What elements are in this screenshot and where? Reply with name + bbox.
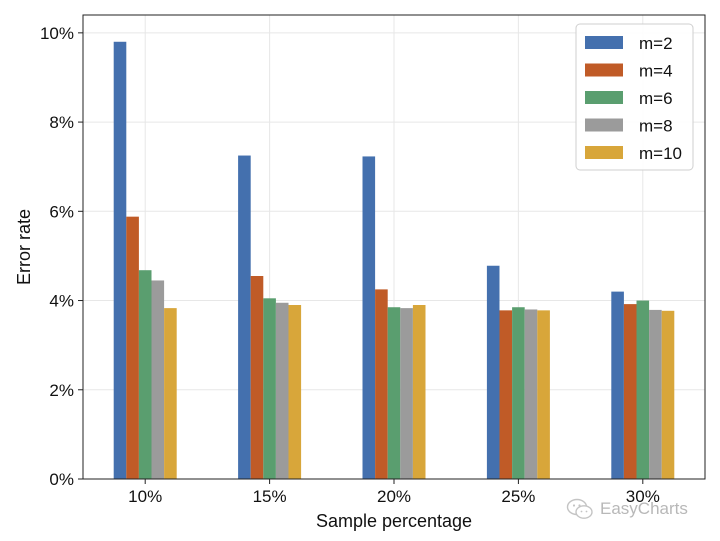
legend-box <box>575 23 694 171</box>
y-tick-label: 4% <box>49 292 74 311</box>
bar <box>512 307 525 479</box>
x-tick-label: 20% <box>377 487 411 506</box>
legend-swatch <box>585 63 623 77</box>
legend-entry: m=6 <box>639 89 673 108</box>
y-axis-title: Error rate <box>14 209 34 285</box>
y-tick-label: 2% <box>49 381 74 400</box>
bar <box>164 308 177 479</box>
bar <box>661 310 675 479</box>
legend-entry: m=10 <box>639 144 682 163</box>
bar <box>649 309 662 479</box>
bar <box>375 289 388 479</box>
bar <box>400 308 413 479</box>
bar <box>499 310 513 479</box>
y-tick-label: 6% <box>49 202 74 221</box>
y-tick-label: 8% <box>49 113 74 132</box>
bar <box>151 280 165 479</box>
bar <box>238 155 251 480</box>
bar <box>250 276 264 479</box>
bar <box>288 305 302 479</box>
bar <box>611 291 624 479</box>
legend-swatch <box>585 118 623 132</box>
wechat-icon <box>566 498 593 519</box>
legend-entry: m=2 <box>639 34 673 53</box>
bar <box>263 298 276 479</box>
x-axis: 10% 15% 20% 25% 30% <box>128 479 660 506</box>
y-tick-label: 0% <box>49 470 74 489</box>
bar <box>486 265 500 479</box>
bar <box>275 302 289 479</box>
bar <box>412 305 426 479</box>
legend-swatch <box>585 36 623 49</box>
x-tick-label: 25% <box>501 487 535 506</box>
watermark-text: EasyCharts <box>600 499 688 518</box>
bar <box>524 309 538 479</box>
bar <box>138 270 152 479</box>
legend: m=2 m=4 m=6 m=8 m=10 <box>575 23 694 171</box>
bar <box>387 307 401 479</box>
bar <box>362 156 376 479</box>
legend-swatch <box>585 91 623 104</box>
bar <box>126 216 139 479</box>
bar <box>636 300 650 479</box>
bar <box>623 304 637 479</box>
bars <box>113 41 675 480</box>
legend-entry: m=4 <box>639 62 673 81</box>
x-tick-label: 10% <box>128 487 162 506</box>
bar <box>537 310 550 479</box>
legend-entry: m=8 <box>639 117 673 136</box>
y-tick-label: 10% <box>40 24 74 43</box>
x-tick-label: 15% <box>253 487 287 506</box>
bar <box>113 41 127 480</box>
x-axis-title: Sample percentage <box>316 511 472 531</box>
legend-swatch <box>585 146 623 159</box>
y-axis: 0% 2% 4% 6% 8% 10% <box>40 24 83 489</box>
watermark: EasyCharts <box>566 497 688 521</box>
x-tick-label: 30% <box>626 487 660 506</box>
